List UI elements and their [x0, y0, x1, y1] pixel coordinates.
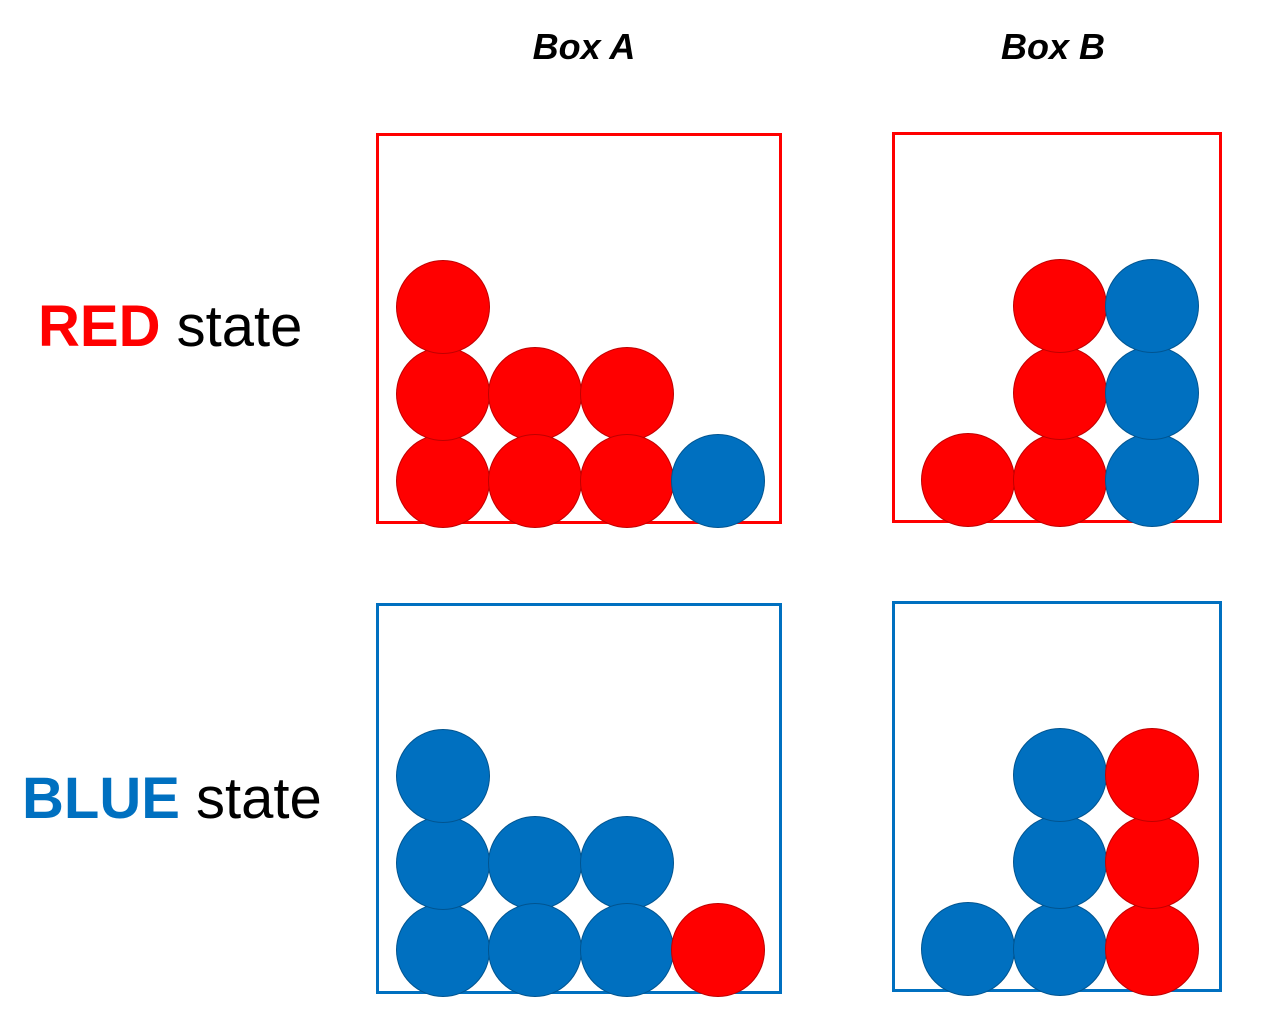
red-ball	[1013, 433, 1107, 527]
blue-ball	[921, 902, 1015, 996]
red-ball	[1105, 815, 1199, 909]
red-ball	[488, 347, 582, 441]
blue-ball	[396, 816, 490, 910]
blue-ball	[1013, 902, 1107, 996]
blue-ball	[580, 816, 674, 910]
red-ball	[1013, 346, 1107, 440]
column-header-box-a: Box A	[532, 26, 636, 67]
red-ball	[396, 347, 490, 441]
red-ball	[1105, 728, 1199, 822]
state-keyword: RED	[38, 294, 161, 359]
blue-ball	[488, 816, 582, 910]
blue-ball	[396, 729, 490, 823]
blue-ball	[1105, 259, 1199, 353]
box-a-red-state	[376, 133, 782, 524]
red-ball	[488, 434, 582, 528]
red-ball	[580, 434, 674, 528]
red-ball	[1105, 902, 1199, 996]
row-label-blue-state: BLUE state	[22, 770, 322, 828]
column-header-box-b: Box B	[1000, 26, 1105, 67]
blue-ball	[1013, 728, 1107, 822]
blue-ball	[1105, 346, 1199, 440]
box-a-blue-state	[376, 603, 782, 994]
red-ball	[396, 260, 490, 354]
state-suffix: state	[160, 294, 303, 359]
blue-ball	[1105, 433, 1199, 527]
state-keyword: BLUE	[22, 766, 180, 831]
red-ball	[580, 347, 674, 441]
state-suffix: state	[179, 766, 322, 831]
blue-ball	[1013, 815, 1107, 909]
blue-ball	[671, 434, 765, 528]
blue-ball	[396, 903, 490, 997]
red-ball	[1013, 259, 1107, 353]
red-ball	[921, 433, 1015, 527]
blue-ball	[580, 903, 674, 997]
red-ball	[396, 434, 490, 528]
red-ball	[671, 903, 765, 997]
row-label-red-state: RED state	[38, 298, 302, 356]
blue-ball	[488, 903, 582, 997]
